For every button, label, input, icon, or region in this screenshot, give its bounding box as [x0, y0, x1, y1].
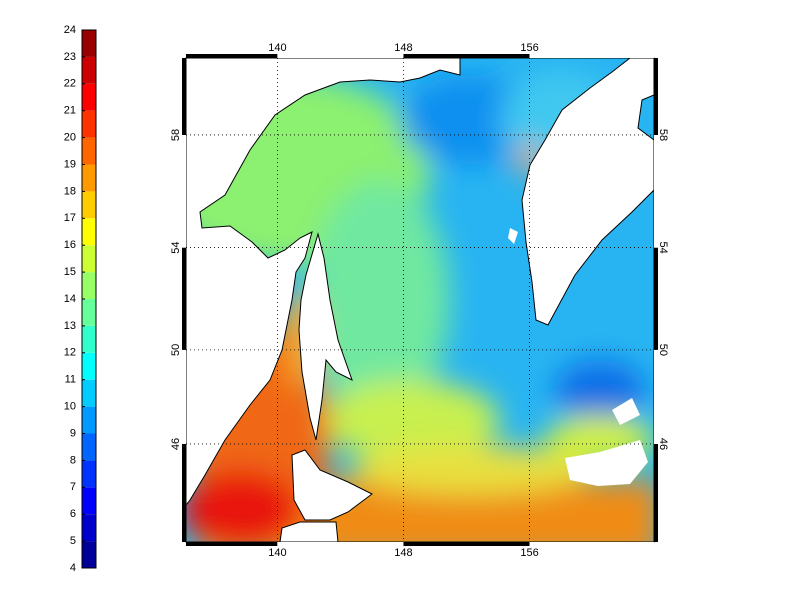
colorbar-segment — [82, 245, 96, 273]
y-tick-label: 50 — [657, 344, 669, 356]
colorbar-segment — [82, 191, 96, 219]
colorbar-tick-label: 21 — [64, 105, 76, 117]
kamchatka — [521, 58, 654, 326]
colorbar-tick-label: 22 — [64, 78, 76, 90]
colorbar-segment — [82, 514, 96, 542]
mainland — [186, 58, 461, 506]
colorbar-tick-label: 14 — [64, 293, 76, 305]
x-tick-label: 148 — [394, 547, 412, 559]
colorbar-tick-label: 7 — [70, 481, 76, 493]
y-tick-label: 50 — [170, 344, 182, 356]
colorbar-tick-label: 17 — [64, 212, 76, 224]
x-tick-label: 156 — [520, 547, 538, 559]
grid: 140 140 148 148 156 156 46 46 50 50 54 54 58 58 — [170, 42, 669, 559]
colorbar-segment — [82, 164, 96, 192]
colorbar-tick-label: 6 — [70, 508, 76, 520]
colorbar-segment — [82, 272, 96, 299]
colorbar-tick-label: 23 — [64, 51, 76, 63]
colorbar-tick-label: 8 — [70, 454, 76, 466]
y-tick-label: 58 — [657, 129, 669, 141]
colorbar-frame — [81, 29, 97, 569]
sakhalin — [298, 232, 353, 441]
colorbar-segment — [82, 379, 96, 407]
colorbar-segment — [82, 137, 96, 165]
colorbar-tick-label: 5 — [70, 535, 76, 547]
honshu — [279, 521, 339, 542]
y-tick-label: 46 — [657, 438, 669, 450]
colorbar-tick-label: 16 — [64, 239, 76, 251]
colorbar-tick-label: 10 — [64, 401, 76, 413]
colorbar-tick-label: 4 — [70, 562, 76, 574]
x-tick-label: 148 — [394, 42, 412, 54]
colorbar-tick-label: 12 — [64, 347, 76, 359]
x-tick-label: 140 — [268, 42, 286, 54]
sst-field — [186, 58, 654, 542]
colorbar-segment — [82, 352, 96, 380]
missing-data — [565, 440, 648, 486]
colorbar-segment — [82, 487, 96, 515]
colorbar-tick-label: 24 — [64, 24, 76, 36]
missing-data — [612, 398, 640, 425]
y-tick-label: 54 — [170, 241, 182, 253]
colorbar-segment — [82, 30, 96, 57]
colorbar-segment — [82, 83, 96, 111]
colorbar-tick-label: 11 — [65, 374, 76, 386]
colorbar-tick-label: 9 — [70, 427, 76, 439]
colorbar-segment — [82, 406, 96, 434]
missing-data — [508, 228, 518, 244]
x-tick-label: 156 — [520, 42, 538, 54]
y-tick-label: 58 — [170, 129, 182, 141]
colorbar-segment — [82, 460, 96, 488]
colorbar: 4 5 6 7 8 9 10 11 12 13 14 15 16 17 18 19 20 21 22 23 24 — [64, 24, 97, 574]
colorbar-tick-label: 19 — [64, 158, 76, 170]
y-tick-label: 46 — [170, 438, 182, 450]
colorbar-tick-label: 15 — [64, 266, 76, 278]
colorbar-segment — [82, 56, 96, 84]
colorbar-segment — [82, 110, 96, 138]
colorbar-segment — [82, 433, 96, 461]
hokkaido — [291, 449, 373, 521]
colorbar-tick-label: 20 — [64, 132, 76, 144]
colorbar-segment — [82, 299, 96, 326]
colorbar-tick-label: 13 — [64, 320, 76, 332]
colorbar-segment — [82, 541, 96, 568]
colorbar-tick-label: 18 — [64, 185, 76, 197]
x-tick-label: 140 — [268, 547, 286, 559]
colorbar-segment — [82, 218, 96, 246]
colorbar-segment — [82, 325, 96, 353]
y-tick-label: 54 — [657, 241, 669, 253]
